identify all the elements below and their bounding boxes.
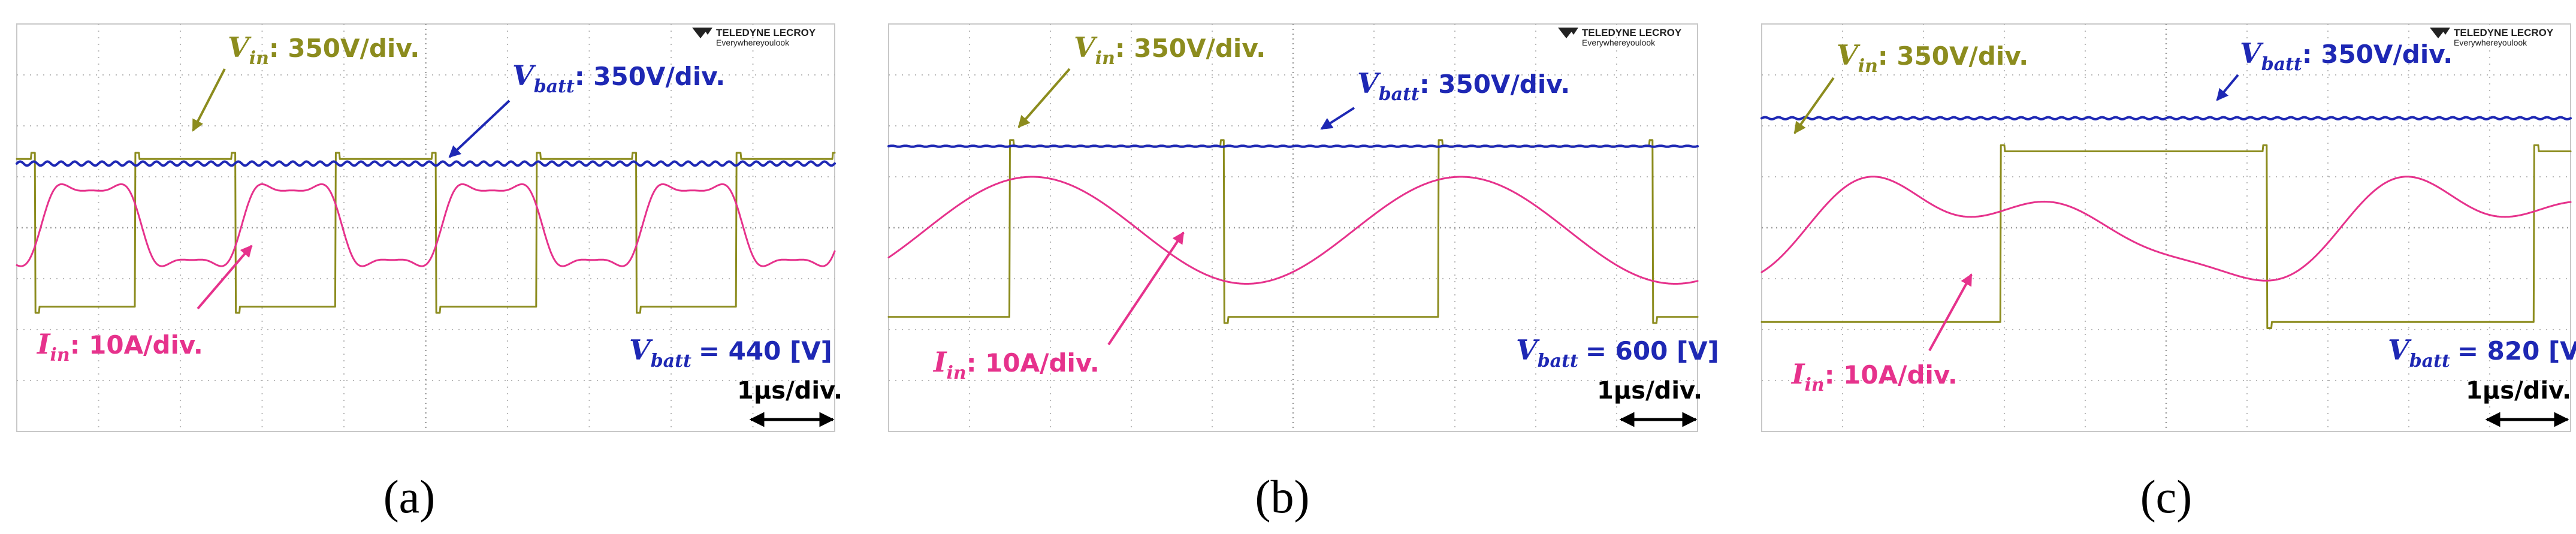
series-scale: : 350V/div. [575, 62, 725, 91]
panel-a: Vin: 350V/div.Vbatt: 350V/div.Iin: 10A/d… [16, 23, 842, 523]
vbatt-value: = 820 [V] [2457, 336, 2576, 366]
vbatt-value-label: Vbatt = 820 [V] [2388, 334, 2576, 372]
series-symbol: V [512, 59, 536, 92]
series-subscript: batt [2261, 54, 2302, 75]
series-scale: : 350V/div. [2302, 40, 2453, 69]
panel-caption: (c) [2140, 470, 2193, 523]
vbatt-value-label: Vbatt = 600 [V] [1516, 334, 1719, 372]
series-scale: : 10A/div. [70, 330, 203, 360]
series-symbol: V [228, 31, 252, 64]
scope-grid [889, 24, 1698, 432]
series-subscript: batt [534, 76, 575, 97]
series-subscript: in [947, 363, 967, 384]
brand-name: TELEDYNE LECROY [716, 27, 816, 38]
brand-mark-icon [703, 28, 712, 35]
vbatt-label: Vbatt: 350V/div. [448, 59, 725, 158]
series-subscript: batt [1379, 84, 1420, 105]
vbatt-symbol: V [2388, 334, 2412, 366]
vbatt-symbol: V [629, 334, 653, 366]
panel-caption: (b) [1255, 470, 1310, 523]
series-scale: : 350V/div. [1115, 34, 1266, 63]
scope-grid [17, 24, 835, 432]
series-symbol: I [36, 328, 51, 360]
time-per-div-label: 1µs/div. [737, 377, 842, 405]
vin-trace [1760, 144, 2572, 329]
vbatt-subscript: batt [1538, 351, 1578, 372]
vbatt-label: Vbatt: 350V/div. [2216, 37, 2453, 101]
series-symbol: I [932, 346, 947, 378]
vin-label: Vin: 350V/div. [192, 31, 419, 132]
vbatt-label-arrow [2216, 74, 2239, 101]
iin-label-text: Iin: 10A/div. [932, 346, 1100, 384]
vin-trace [16, 152, 836, 314]
series-scale: : 350V/div. [269, 34, 419, 63]
panel-caption: (a) [383, 470, 436, 523]
series-symbol: V [2240, 37, 2264, 70]
time-per-div-label: 1µs/div. [1597, 377, 1702, 405]
scope-grid [1762, 24, 2571, 432]
iin-trace [1760, 176, 2572, 282]
brand-tagline: Everywhereyoulook [2454, 38, 2527, 47]
series-subscript: in [1858, 56, 1878, 77]
vbatt-label: Vbatt: 350V/div. [1320, 67, 1570, 130]
iin-label-text: Iin: 10A/div. [36, 328, 203, 366]
series-subscript: in [50, 345, 70, 366]
vin-label: Vin: 350V/div. [1793, 39, 2028, 134]
series-scale: : 350V/div. [1420, 70, 1570, 99]
vin-label-arrow [192, 68, 226, 132]
iin-label: Iin: 10A/div. [932, 231, 1185, 384]
iin-label-arrow [197, 245, 253, 310]
brand-mark-icon [2441, 28, 2450, 35]
brand-tagline: Everywhereyoulook [1582, 38, 1656, 47]
vbatt-value: = 600 [V] [1586, 336, 1719, 366]
vbatt-label-text: Vbatt: 350V/div. [2240, 37, 2453, 75]
vin-label-text: Vin: 350V/div. [228, 31, 419, 69]
vbatt-subscript: batt [651, 351, 691, 372]
iin-label-text: Iin: 10A/div. [1790, 358, 1958, 396]
vin-label-text: Vin: 350V/div. [1074, 31, 1266, 69]
series-scale: : 10A/div. [1825, 360, 1958, 390]
vin-label: Vin: 350V/div. [1017, 31, 1266, 128]
iin-label-arrow [1928, 273, 1973, 351]
time-per-div-label: 1µs/div. [2466, 377, 2571, 405]
brand-name: TELEDYNE LECROY [1582, 27, 1682, 38]
vbatt-label-arrow [448, 99, 511, 158]
vbatt-trace [16, 160, 836, 167]
iin-trace [16, 183, 836, 267]
iin-label-arrow [1107, 231, 1185, 346]
vbatt-trace [887, 144, 1699, 148]
panel-b: Vin: 350V/div.Vbatt: 350V/div.Iin: 10A/d… [887, 23, 1719, 523]
iin-label: Iin: 10A/div. [1790, 273, 1973, 396]
brand-tagline: Everywhereyoulook [716, 38, 790, 47]
series-subscript: in [1095, 48, 1115, 69]
vbatt-value-label: Vbatt = 440 [V] [629, 334, 832, 372]
vbatt-symbol: V [1516, 334, 1540, 366]
series-subscript: in [1805, 375, 1825, 396]
series-symbol: V [1357, 67, 1381, 99]
vbatt-trace [1760, 116, 2572, 120]
brand-mark-icon [1569, 28, 1578, 35]
vin-label-arrow [1017, 68, 1071, 128]
series-scale: : 350V/div. [1878, 41, 2028, 71]
vin-label-text: Vin: 350V/div. [1837, 39, 2028, 77]
series-symbol: V [1074, 31, 1098, 64]
vbatt-subscript: batt [2409, 351, 2450, 372]
series-symbol: V [1837, 39, 1861, 71]
series-symbol: I [1790, 358, 1805, 390]
vin-label-arrow [1793, 77, 1835, 134]
series-scale: : 10A/div. [967, 348, 1100, 378]
iin-label: Iin: 10A/div. [36, 245, 253, 366]
vbatt-label-text: Vbatt: 350V/div. [1357, 67, 1570, 105]
vbatt-value: = 440 [V] [699, 336, 832, 366]
series-subscript: in [249, 48, 269, 69]
vbatt-label-text: Vbatt: 350V/div. [512, 59, 725, 97]
panel-c: Vin: 350V/div. Vbatt: 350V/div.Iin: 10A/d… [1760, 23, 2576, 523]
iin-trace [887, 176, 1699, 285]
brand-name: TELEDYNE LECROY [2454, 27, 2554, 38]
vbatt-label-arrow [1320, 107, 1355, 130]
